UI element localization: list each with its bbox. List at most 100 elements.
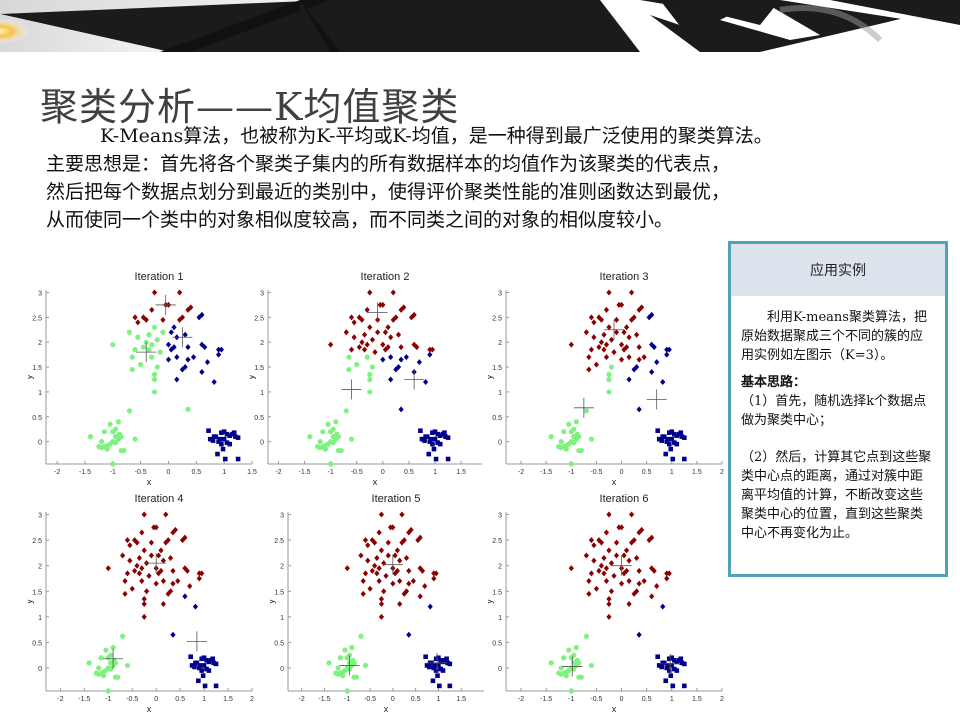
svg-text:-2: -2: [299, 696, 305, 703]
svg-text:-1.5: -1.5: [540, 696, 552, 703]
svg-text:0: 0: [154, 696, 158, 703]
svg-text:-1: -1: [344, 696, 350, 703]
svg-text:-1: -1: [110, 469, 116, 476]
svg-text:1: 1: [498, 390, 502, 397]
svg-text:0.5: 0.5: [642, 696, 652, 703]
svg-text:Iteration 4: Iteration 4: [135, 493, 184, 505]
svg-text:x: x: [612, 477, 617, 487]
svg-text:y: y: [28, 599, 34, 604]
application-example-panel: 应用实例 利用K-means聚类算法，把原始数据聚成三个不同的簇的应用实例如左图…: [728, 241, 948, 577]
svg-text:0: 0: [381, 469, 385, 476]
svg-text:0: 0: [620, 696, 624, 703]
svg-text:-1.5: -1.5: [318, 696, 330, 703]
panel-header: 应用实例: [731, 244, 945, 296]
svg-text:2: 2: [280, 564, 284, 571]
svg-text:3: 3: [38, 290, 42, 297]
svg-text:1.5: 1.5: [492, 589, 502, 596]
svg-text:1: 1: [280, 615, 284, 622]
svg-text:0.5: 0.5: [191, 469, 201, 476]
svg-text:0.5: 0.5: [274, 640, 284, 647]
svg-text:2.5: 2.5: [274, 538, 284, 545]
svg-text:0: 0: [620, 469, 624, 476]
svg-text:0.5: 0.5: [32, 415, 42, 422]
svg-text:1.5: 1.5: [254, 365, 264, 372]
svg-text:-2: -2: [518, 469, 524, 476]
svg-text:-2: -2: [57, 696, 63, 703]
svg-text:0: 0: [260, 440, 264, 447]
svg-text:-1.5: -1.5: [299, 469, 311, 476]
svg-text:-0.5: -0.5: [351, 469, 363, 476]
panel-paragraph: 利用K-means聚类算法，把原始数据聚成三个不同的簇的应用实例如左图示（K=3…: [741, 310, 927, 363]
plot-iteration-5: Iteration 5 0 0.5 1 1.5 2 2.5 3 -2 -1.5 -1 -0.5 0 0.5…: [270, 493, 484, 714]
svg-text:y: y: [488, 374, 494, 379]
svg-text:0: 0: [498, 666, 502, 673]
svg-text:0.5: 0.5: [404, 469, 414, 476]
svg-text:1: 1: [670, 469, 674, 476]
svg-text:x: x: [147, 477, 152, 487]
svg-text:1: 1: [222, 469, 226, 476]
svg-text:-1.5: -1.5: [78, 696, 90, 703]
svg-text:0.5: 0.5: [254, 415, 264, 422]
svg-text:3: 3: [260, 290, 264, 297]
svg-text:y: y: [28, 374, 34, 379]
svg-text:2: 2: [38, 340, 42, 347]
svg-text:-0.5: -0.5: [126, 696, 138, 703]
svg-text:1.5: 1.5: [223, 696, 233, 703]
svg-text:1.5: 1.5: [456, 696, 466, 703]
plot-iteration-4: Iteration 4 0 0.5 1 1.5 2 2.5 3 -2 -1.5 -1 -0.5 0 0.5…: [28, 493, 254, 714]
svg-text:-0.5: -0.5: [135, 469, 147, 476]
svg-text:2: 2: [498, 564, 502, 571]
svg-text:0: 0: [38, 666, 42, 673]
svg-text:0.5: 0.5: [175, 696, 185, 703]
svg-text:1: 1: [202, 696, 206, 703]
panel-subheading: 基本思路：: [741, 375, 807, 390]
svg-text:-1: -1: [568, 469, 574, 476]
svg-text:y: y: [488, 599, 494, 604]
svg-text:-1.5: -1.5: [540, 469, 552, 476]
panel-body: 利用K-means聚类算法，把原始数据聚成三个不同的簇的应用实例如左图示（K=3…: [731, 296, 945, 543]
svg-text:1: 1: [670, 696, 674, 703]
plot-iteration-1: Iteration 1 0 0.5 1 1.5 2 2.5 3 -2 -1.5 -1 -0.5 0 0.5…: [28, 271, 257, 487]
svg-text:1.5: 1.5: [692, 696, 702, 703]
decorative-header-banner: [0, 0, 960, 52]
svg-text:Iteration 3: Iteration 3: [600, 271, 649, 283]
svg-text:1: 1: [433, 469, 437, 476]
svg-text:2.5: 2.5: [32, 315, 42, 322]
svg-text:1.5: 1.5: [692, 469, 702, 476]
svg-text:x: x: [373, 477, 378, 487]
svg-text:1: 1: [436, 696, 440, 703]
kmeans-iteration-plots: Iteration 1 0 0.5 1 1.5 2 2.5 3 -2 -1.5 -1 -0.5 0 0.5…: [0, 262, 730, 720]
intro-line-3: 然后把每个数据点划分到最近的类别中，使得评价聚类性能的准则函数达到最优，: [46, 181, 731, 203]
svg-text:2: 2: [720, 469, 724, 476]
svg-text:0: 0: [391, 696, 395, 703]
svg-text:1.5: 1.5: [32, 365, 42, 372]
svg-text:0.5: 0.5: [492, 415, 502, 422]
panel-step-2: （2）然后，计算其它点到这些聚类中心点的距离，通过对簇中距离平均值的计算，不断改…: [741, 450, 932, 541]
svg-text:-0.5: -0.5: [590, 696, 602, 703]
svg-text:0.5: 0.5: [642, 469, 652, 476]
svg-text:-2: -2: [518, 696, 524, 703]
intro-text: K-Means算法，也被称为K-平均或K-均值，是一种得到最广泛使用的聚类算法。…: [46, 122, 946, 234]
svg-text:0.5: 0.5: [32, 640, 42, 647]
svg-text:2: 2: [38, 564, 42, 571]
svg-text:-2: -2: [275, 469, 281, 476]
svg-text:-0.5: -0.5: [590, 469, 602, 476]
svg-text:1: 1: [38, 390, 42, 397]
svg-text:-2: -2: [54, 469, 60, 476]
svg-text:Iteration 5: Iteration 5: [372, 493, 421, 505]
svg-text:Iteration 2: Iteration 2: [361, 271, 410, 283]
svg-text:2: 2: [720, 696, 724, 703]
svg-text:1.5: 1.5: [247, 469, 257, 476]
svg-text:1.5: 1.5: [274, 589, 284, 596]
intro-line-1: K-Means算法，也被称为K-平均或K-均值，是一种得到最广泛使用的聚类算法。: [100, 125, 773, 147]
svg-text:1: 1: [260, 390, 264, 397]
svg-text:-1: -1: [568, 696, 574, 703]
plot-iteration-6: Iteration 6 0 0.5 1 1.5 2 2.5 3 -2 -1.5 -1 -0.5 0 0.5…: [488, 493, 724, 714]
panel-step-1: （1）首先，随机选择k个数据点做为聚类中心；: [741, 394, 927, 428]
svg-text:2.5: 2.5: [254, 315, 264, 322]
slide-title: 聚类分析——K均值聚类: [40, 85, 460, 129]
svg-text:-1: -1: [328, 469, 334, 476]
svg-text:3: 3: [280, 513, 284, 520]
svg-text:Iteration 1: Iteration 1: [135, 271, 184, 283]
svg-text:x: x: [147, 704, 152, 714]
